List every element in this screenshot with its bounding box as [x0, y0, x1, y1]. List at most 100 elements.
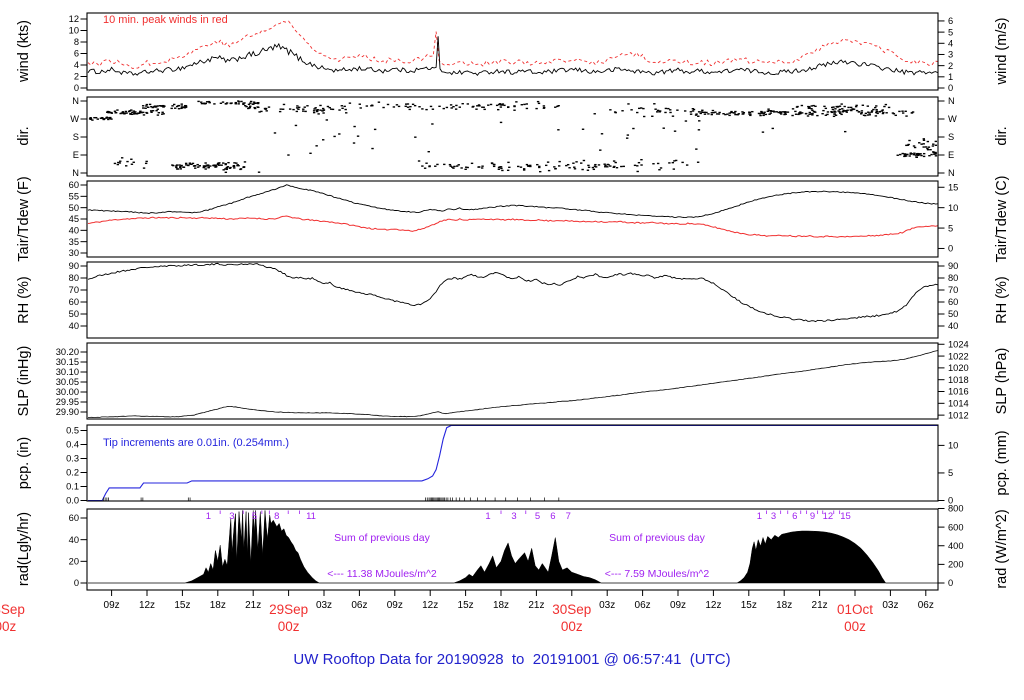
y-axis-label-tair-tdew-f: Tair/Tdew (F)	[16, 176, 32, 262]
svg-text:1: 1	[206, 511, 211, 522]
svg-text:400: 400	[948, 541, 964, 551]
svg-text:5: 5	[252, 511, 257, 522]
svg-text:40: 40	[69, 226, 79, 236]
svg-text:N: N	[948, 168, 955, 178]
svg-text:800: 800	[948, 504, 964, 514]
svg-text:0: 0	[948, 496, 953, 506]
y-axis-label-rh-right: RH (%)	[994, 276, 1010, 324]
y-axis-label-pcp-mm: pcp. (mm)	[994, 430, 1010, 496]
svg-text:2: 2	[948, 61, 953, 71]
svg-text:200: 200	[948, 560, 964, 570]
svg-text:09z: 09z	[670, 600, 686, 611]
svg-text:5: 5	[948, 27, 953, 37]
svg-text:0: 0	[74, 578, 79, 588]
svg-text:4: 4	[74, 60, 79, 70]
svg-text:12z: 12z	[422, 600, 438, 611]
svg-text:W: W	[948, 114, 957, 124]
svg-text:2: 2	[74, 72, 79, 82]
panel-pcp: 0.0 0.1 0.2 0.3 0.4 0.5 0 5 10	[66, 424, 958, 506]
svg-text:S: S	[948, 132, 954, 142]
svg-text:0.4: 0.4	[66, 440, 79, 450]
svg-text:0: 0	[948, 578, 953, 588]
svg-text:0.5: 0.5	[66, 426, 79, 436]
svg-text:60: 60	[69, 180, 79, 190]
svg-text:10: 10	[69, 26, 79, 36]
panel-slp: 29.9029.9530.0030.0530.1030.1530.2010121…	[56, 339, 969, 420]
svg-text:60: 60	[69, 297, 79, 307]
svg-text:S: S	[73, 132, 79, 142]
svg-text:3: 3	[771, 511, 776, 522]
svg-text:15: 15	[840, 511, 851, 522]
svg-text:12z: 12z	[705, 600, 721, 611]
svg-text:5: 5	[535, 511, 540, 522]
svg-text:0.1: 0.1	[66, 482, 79, 492]
y-axis-label-rad-wm2: rad (W/m^2)	[994, 509, 1010, 589]
svg-text:09z: 09z	[387, 600, 403, 611]
rad-sum-previous-day-1: Sum of previous day <--- 11.38 MJoules/m…	[292, 508, 472, 604]
svg-text:11: 11	[306, 511, 316, 522]
svg-text:18z: 18z	[210, 600, 226, 611]
svg-text:0: 0	[74, 83, 79, 93]
svg-text:5: 5	[948, 223, 953, 233]
svg-text:15z: 15z	[458, 600, 474, 611]
svg-text:1: 1	[757, 511, 762, 522]
svg-text:09z: 09z	[104, 600, 120, 611]
svg-text:1018: 1018	[948, 375, 969, 385]
svg-text:29.95: 29.95	[56, 397, 79, 407]
svg-text:30.20: 30.20	[56, 347, 79, 357]
svg-text:3: 3	[229, 511, 234, 522]
svg-text:1024: 1024	[948, 339, 969, 349]
svg-text:18z: 18z	[776, 600, 792, 611]
svg-text:4: 4	[948, 38, 953, 48]
svg-text:50: 50	[69, 309, 79, 319]
svg-text:70: 70	[948, 285, 958, 295]
svg-text:00z: 00z	[278, 619, 300, 634]
svg-text:30.00: 30.00	[56, 387, 79, 397]
svg-text:5: 5	[948, 468, 953, 478]
y-axis-label-pcp-in: pcp. (in)	[16, 436, 32, 490]
svg-text:29Sep: 29Sep	[269, 602, 308, 617]
svg-text:21z: 21z	[812, 600, 828, 611]
svg-text:45: 45	[69, 214, 79, 224]
svg-text:29.90: 29.90	[56, 407, 79, 417]
svg-text:1012: 1012	[948, 410, 969, 420]
svg-text:15z: 15z	[741, 600, 757, 611]
y-axis-label-slp-inhg: SLP (inHg)	[16, 345, 32, 417]
svg-text:01Oct: 01Oct	[837, 602, 873, 617]
svg-text:6: 6	[550, 511, 555, 522]
svg-text:1: 1	[948, 72, 953, 82]
svg-text:21z: 21z	[245, 600, 261, 611]
svg-text:N: N	[948, 96, 955, 106]
y-axis-label-wind-kts: wind (kts)	[16, 19, 32, 83]
svg-text:10: 10	[948, 203, 958, 213]
svg-text:7: 7	[566, 511, 571, 522]
svg-text:55: 55	[69, 192, 79, 202]
svg-text:E: E	[73, 150, 79, 160]
svg-text:80: 80	[948, 273, 958, 283]
svg-text:30Sep: 30Sep	[552, 602, 591, 617]
svg-text:0.0: 0.0	[66, 496, 79, 506]
svg-text:3: 3	[948, 50, 953, 60]
svg-text:15: 15	[948, 182, 958, 192]
svg-text:80: 80	[69, 273, 79, 283]
svg-text:15z: 15z	[174, 600, 190, 611]
rad-sum2-line1: Sum of previous day	[609, 532, 705, 544]
svg-text:N: N	[72, 96, 79, 106]
svg-text:W: W	[70, 114, 79, 124]
svg-text:3: 3	[511, 511, 516, 522]
svg-text:0: 0	[948, 244, 953, 254]
svg-text:6: 6	[74, 49, 79, 59]
svg-text:N: N	[72, 168, 79, 178]
wind-peak-note: 10 min. peak winds in red	[103, 14, 228, 26]
svg-text:30.05: 30.05	[56, 377, 79, 387]
y-axis-label-rad-lgly: rad(Lgly/hr)	[16, 511, 32, 587]
pcp-tip-note: Tip increments are 0.01in. (0.254mm.)	[103, 437, 290, 449]
svg-text:1020: 1020	[948, 363, 969, 373]
figure-title: UW Rooftop Data for 20190928 to 20191001…	[293, 651, 731, 668]
y-axis-label-dir-right: dir.	[994, 126, 1010, 146]
y-axis-label-wind-ms: wind (m/s)	[994, 17, 1010, 85]
y-axis-label-tair-tdew-c: Tair/Tdew (C)	[994, 175, 1010, 263]
